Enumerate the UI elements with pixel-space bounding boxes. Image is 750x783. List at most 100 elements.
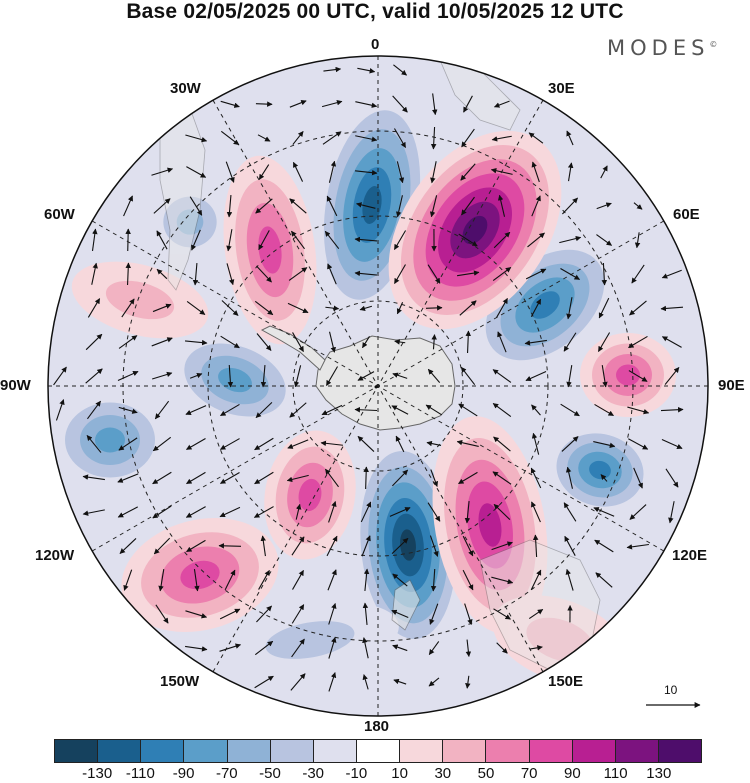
wind-vector	[328, 602, 337, 625]
wind-vector	[598, 297, 610, 319]
wind-vector	[362, 637, 369, 659]
wind-vector	[325, 305, 340, 311]
wind-vector	[631, 264, 645, 284]
wind-vector	[91, 262, 98, 285]
wind-vector	[391, 469, 409, 487]
wind-vector	[186, 301, 206, 315]
wind-vector	[152, 303, 172, 313]
wind-vector	[431, 334, 437, 350]
wind-vector	[594, 539, 614, 553]
wind-vector	[256, 605, 272, 623]
wind-vector	[289, 100, 307, 108]
wind-vector	[186, 438, 206, 450]
wind-vector	[389, 507, 411, 517]
colorbar-tick-label: -110	[125, 765, 155, 782]
wind-vector	[597, 332, 611, 352]
wind-vector	[391, 609, 409, 618]
wind-vector	[156, 268, 168, 280]
wind-vector	[528, 132, 544, 144]
wind-vector	[152, 505, 172, 519]
wind-vector	[186, 471, 206, 485]
wind-vector	[289, 198, 307, 214]
wind-vector	[355, 135, 378, 142]
wind-vector	[327, 263, 337, 285]
wind-vector	[425, 404, 443, 416]
wind-vector	[326, 535, 338, 557]
wind-vector	[531, 161, 540, 183]
wind-vector	[321, 404, 343, 416]
anomaly-contour	[176, 209, 204, 235]
wind-vector	[559, 235, 582, 244]
wind-vector	[429, 195, 438, 218]
wind-vector	[288, 267, 308, 281]
wind-vector	[529, 645, 543, 651]
wind-vector	[354, 406, 378, 413]
reference-vector-label: 10	[664, 683, 678, 697]
colorbar-cell	[572, 740, 616, 762]
wind-vector	[220, 472, 240, 484]
wind-vector	[254, 640, 274, 656]
anomaly-contour	[258, 226, 282, 274]
wind-vector	[355, 101, 378, 108]
anomaly-contour	[616, 364, 640, 386]
wind-vector	[596, 202, 612, 210]
wind-vector	[660, 406, 684, 413]
wind-vector	[85, 333, 103, 351]
wind-vector	[118, 437, 138, 451]
wind-vector	[600, 474, 608, 482]
wind-vector	[524, 339, 547, 346]
wind-vector	[493, 503, 511, 521]
wind-vector	[497, 331, 507, 353]
wind-vector	[429, 535, 439, 557]
wind-vector	[531, 501, 541, 523]
wind-vector	[430, 568, 437, 592]
wind-vector	[393, 64, 408, 76]
wind-vector	[189, 372, 203, 379]
lon-label-120w: 120W	[35, 547, 75, 564]
wind-vector	[185, 610, 208, 619]
wind-vector	[292, 161, 304, 182]
wind-vector	[291, 536, 305, 556]
wind-vector	[257, 134, 271, 142]
wind-vector	[287, 302, 309, 314]
wind-vector	[528, 608, 544, 620]
wind-vector	[328, 501, 337, 523]
colorbar-tick-label: -130	[82, 765, 113, 782]
wind-vector	[594, 403, 614, 417]
wind-vector	[155, 604, 169, 624]
wind-vector	[596, 234, 613, 246]
wind-vector	[117, 370, 139, 382]
lon-label-150e: 150E	[548, 673, 584, 690]
wind-vector	[224, 569, 236, 591]
colorbar-cell	[98, 740, 142, 762]
wind-vector	[661, 439, 683, 449]
wind-vector	[362, 336, 370, 349]
anomaly-contour	[298, 478, 322, 512]
wind-vector	[220, 335, 240, 349]
colorbar-tick-label: 110	[603, 765, 628, 782]
wind-vector	[151, 167, 174, 176]
wind-vector	[292, 131, 304, 145]
wind-vector	[185, 134, 208, 143]
wind-vector	[531, 432, 540, 455]
wind-vector	[91, 228, 98, 251]
colorbar-cell	[55, 740, 99, 762]
wind-vector	[561, 436, 579, 452]
colorbar-cell	[227, 740, 271, 762]
anomaly-field	[50, 91, 676, 685]
wind-vector	[225, 161, 235, 183]
wind-vector	[119, 538, 137, 554]
wind-vector	[185, 506, 206, 518]
new-zealand-landmass	[391, 579, 421, 631]
wind-vector	[185, 645, 208, 652]
wind-vector	[293, 365, 302, 388]
antarctic-peninsula	[260, 325, 326, 371]
wind-vector	[87, 298, 101, 318]
wind-vector	[661, 336, 682, 348]
wind-vector	[85, 368, 103, 384]
wind-vector	[428, 641, 440, 655]
wind-vector	[394, 339, 406, 345]
south-america-landmass	[159, 107, 206, 291]
wind-vector	[493, 436, 511, 452]
wind-vector	[354, 270, 378, 277]
